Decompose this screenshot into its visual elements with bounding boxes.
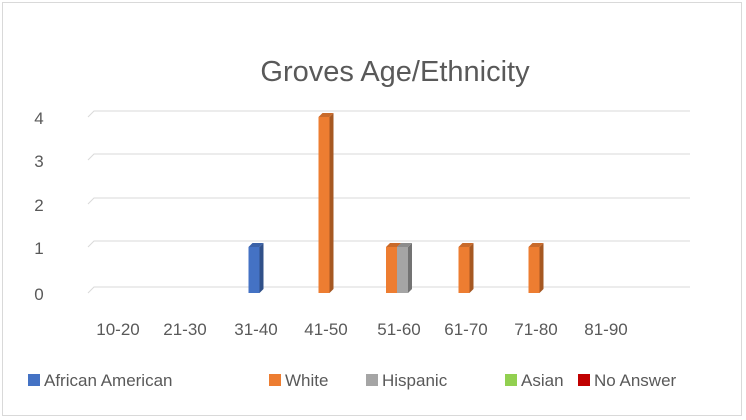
legend-item: Asian	[505, 371, 564, 390]
gridline	[87, 240, 690, 248]
bar	[248, 243, 264, 293]
y-axis-ticks: 0 1 2 3 4	[34, 109, 43, 304]
y-tick-label: 0	[34, 285, 43, 304]
y-tick-label: 4	[34, 109, 43, 128]
gridline	[87, 286, 690, 294]
x-tick-label: 41-50	[304, 320, 347, 339]
bar	[397, 243, 412, 293]
bars	[248, 113, 544, 293]
legend-label: African American	[44, 371, 173, 390]
gridline	[87, 153, 690, 161]
x-axis-ticks: 10-20 21-30 31-40 41-50 51-60 61-70 71-80 81-90	[96, 320, 627, 339]
legend-label: Asian	[521, 371, 564, 390]
legend-label: White	[285, 371, 328, 390]
legend-swatch	[366, 374, 378, 386]
legend-item: White	[269, 371, 328, 390]
legend-swatch	[28, 374, 40, 386]
x-tick-label: 10-20	[96, 320, 139, 339]
legend: African American White Hispanic Asian No Ans…	[28, 371, 677, 390]
legend-item: No Answer	[578, 371, 677, 390]
legend-item: African American	[28, 371, 173, 390]
y-tick-label: 2	[34, 196, 43, 215]
bar	[458, 243, 474, 293]
x-tick-label: 71-80	[514, 320, 557, 339]
legend-label: Hispanic	[382, 371, 448, 390]
legend-label: No Answer	[594, 371, 677, 390]
gridline	[87, 110, 690, 118]
x-tick-label: 81-90	[584, 320, 627, 339]
y-tick-label: 3	[34, 152, 43, 171]
x-tick-label: 51-60	[377, 320, 420, 339]
chart-title: Groves Age/Ethnicity	[260, 56, 530, 88]
legend-swatch	[578, 374, 590, 386]
legend-swatch	[505, 374, 517, 386]
gridlines	[87, 110, 690, 294]
legend-swatch	[269, 374, 281, 386]
bar	[318, 113, 334, 293]
gridline	[87, 197, 690, 205]
y-tick-label: 1	[34, 239, 43, 258]
x-tick-label: 31-40	[234, 320, 277, 339]
bar	[528, 243, 544, 293]
chart-frame	[2, 2, 742, 416]
x-tick-label: 61-70	[444, 320, 487, 339]
legend-item: Hispanic	[366, 371, 448, 390]
x-tick-label: 21-30	[163, 320, 206, 339]
